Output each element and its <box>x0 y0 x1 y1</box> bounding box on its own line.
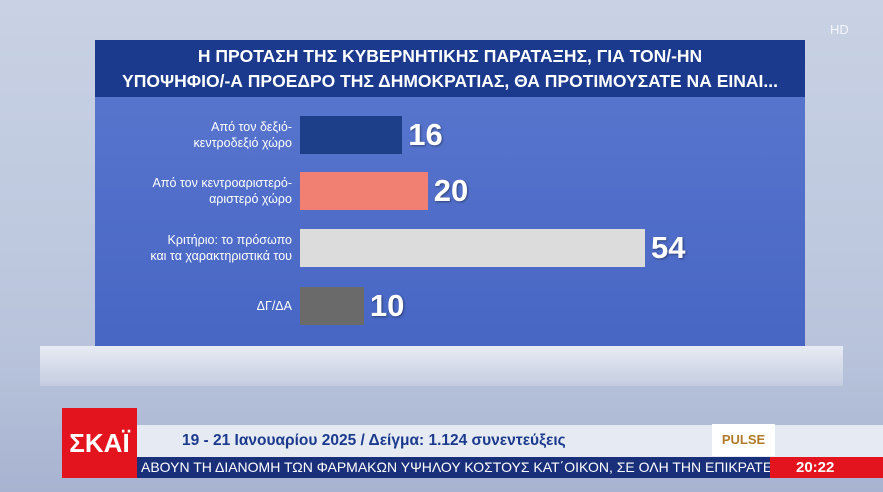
category-label: ΔΓ/ΔΑ <box>256 299 292 313</box>
bar <box>300 172 428 210</box>
value-label: 16 <box>408 117 443 152</box>
bar <box>300 116 403 154</box>
stage-floor <box>40 346 843 386</box>
pollster-logo: PULSE <box>712 424 775 456</box>
bar <box>300 229 645 267</box>
category-label: Κριτήριο: το πρόσωπο και τα χαρακτηριστι… <box>150 233 292 263</box>
hd-badge: HD <box>830 22 849 37</box>
clock: 20:22 <box>770 457 883 478</box>
bar <box>300 287 364 325</box>
value-label: 54 <box>651 230 686 265</box>
chart-title: Η ΠΡΟΤΑΣΗ ΤΗΣ ΚΥΒΕΡΝΗΤΙΚΗΣ ΠΑΡΑΤΑΞΗΣ, ΓΙ… <box>95 40 805 97</box>
category-label: Από τον δεξιό- κεντροδεξιό χώρο <box>193 120 292 150</box>
category-label: Από τον κεντροαριστερό- αριστερό χώρο <box>152 176 292 206</box>
value-label: 10 <box>369 288 405 323</box>
news-ticker: ΑΒΟΥΝ ΤΗ ΔΙΑΝΟΜΗ ΤΩΝ ΦΑΡΜΑΚΩΝ ΥΨΗΛΟΥ ΚΟΣ… <box>137 457 770 478</box>
value-label: 20 <box>433 173 469 208</box>
channel-logo: ΣΚΑΪ <box>62 408 137 478</box>
